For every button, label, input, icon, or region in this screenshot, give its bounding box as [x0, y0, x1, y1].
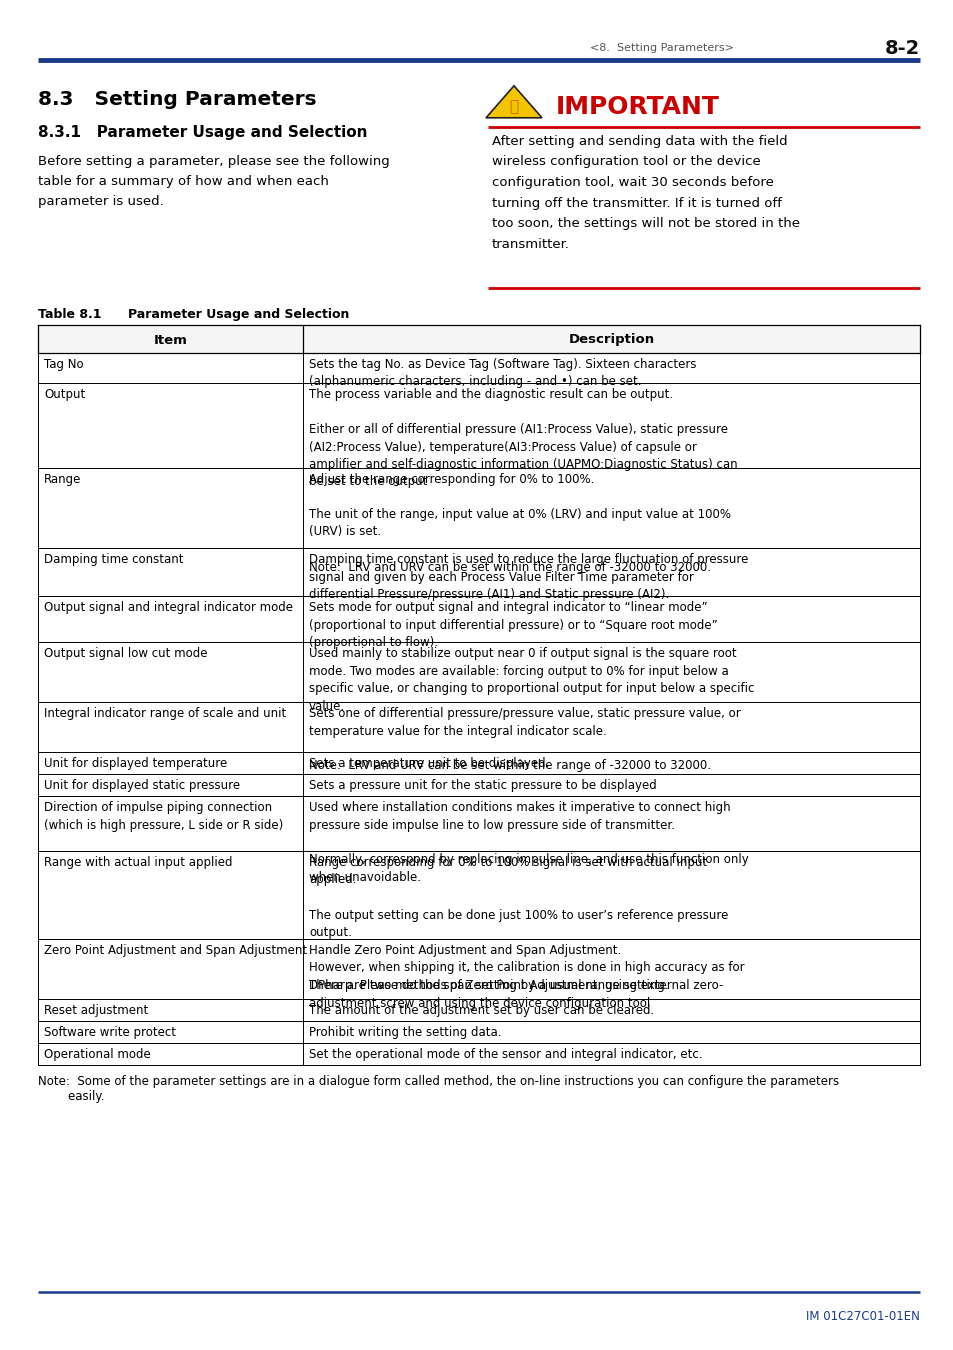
FancyBboxPatch shape	[38, 325, 919, 352]
Text: Unit for displayed temperature: Unit for displayed temperature	[44, 757, 227, 769]
Text: Sets a pressure unit for the static pressure to be displayed: Sets a pressure unit for the static pres…	[309, 779, 656, 792]
Text: 8.3.1   Parameter Usage and Selection: 8.3.1 Parameter Usage and Selection	[38, 126, 367, 140]
Text: Reset adjustment: Reset adjustment	[44, 1004, 148, 1017]
Text: <8.  Setting Parameters>: <8. Setting Parameters>	[589, 43, 733, 53]
Text: Parameter Usage and Selection: Parameter Usage and Selection	[92, 308, 349, 321]
Text: Before setting a parameter, please see the following
table for a summary of how : Before setting a parameter, please see t…	[38, 155, 390, 208]
Text: IMPORTANT: IMPORTANT	[556, 95, 720, 119]
Text: Range: Range	[44, 472, 81, 486]
Text: 8.3   Setting Parameters: 8.3 Setting Parameters	[38, 90, 316, 109]
Text: easily.: easily.	[38, 1089, 105, 1103]
Text: Sets a temperature unit to be displayed.: Sets a temperature unit to be displayed.	[309, 757, 549, 769]
Text: ✋: ✋	[509, 100, 518, 115]
Text: IM 01C27C01-01EN: IM 01C27C01-01EN	[805, 1310, 919, 1323]
Text: Direction of impulse piping connection
(which is high pressure, L side or R side: Direction of impulse piping connection (…	[44, 801, 283, 832]
Text: Output signal low cut mode: Output signal low cut mode	[44, 647, 208, 660]
Text: The process variable and the diagnostic result can be output.

Either or all of : The process variable and the diagnostic …	[309, 387, 737, 489]
Text: Software write protect: Software write protect	[44, 1026, 175, 1040]
Text: Unit for displayed static pressure: Unit for displayed static pressure	[44, 779, 240, 792]
Text: The amount of the adjustment set by user can be cleared.: The amount of the adjustment set by user…	[309, 1004, 654, 1017]
Polygon shape	[485, 86, 541, 117]
Text: Adjust the range corresponding for 0% to 100%.

The unit of the range, input val: Adjust the range corresponding for 0% to…	[309, 472, 730, 574]
Text: Sets mode for output signal and integral indicator to “linear mode”
(proportiona: Sets mode for output signal and integral…	[309, 601, 717, 649]
Text: Sets one of differential pressure/pressure value, static pressure value, or
temp: Sets one of differential pressure/pressu…	[309, 707, 740, 772]
Text: Description: Description	[568, 333, 654, 347]
Text: Output signal and integral indicator mode: Output signal and integral indicator mod…	[44, 601, 293, 614]
Text: Table 8.1: Table 8.1	[38, 308, 101, 321]
Text: Damping time constant is used to reduce the large fluctuation of pressure
signal: Damping time constant is used to reduce …	[309, 554, 747, 601]
Text: After setting and sending data with the field
wireless configuration tool or the: After setting and sending data with the …	[492, 135, 800, 251]
Text: Item: Item	[153, 333, 187, 347]
Text: Range corresponding for 0% to 100% signal is set with actual input
applied.

The: Range corresponding for 0% to 100% signa…	[309, 856, 744, 991]
Text: Set the operational mode of the sensor and integral indicator, etc.: Set the operational mode of the sensor a…	[309, 1048, 701, 1061]
Text: Tag No: Tag No	[44, 358, 84, 371]
Text: Prohibit writing the setting data.: Prohibit writing the setting data.	[309, 1026, 501, 1040]
Text: Range with actual input applied: Range with actual input applied	[44, 856, 233, 869]
Text: Zero Point Adjustment and Span Adjustment: Zero Point Adjustment and Span Adjustmen…	[44, 944, 307, 957]
Text: Damping time constant: Damping time constant	[44, 554, 183, 566]
Text: Used where installation conditions makes it imperative to connect high
pressure : Used where installation conditions makes…	[309, 801, 748, 884]
Text: Handle Zero Point Adjustment and Span Adjustment.

There are two methods of Zero: Handle Zero Point Adjustment and Span Ad…	[309, 944, 722, 1010]
Text: Output: Output	[44, 387, 85, 401]
Text: 8-2: 8-2	[883, 39, 919, 58]
Text: Note:  Some of the parameter settings are in a dialogue form called method, the : Note: Some of the parameter settings are…	[38, 1075, 839, 1088]
Text: Sets the tag No. as Device Tag (Software Tag). Sixteen characters
(alphanumeric : Sets the tag No. as Device Tag (Software…	[309, 358, 696, 389]
Text: Integral indicator range of scale and unit: Integral indicator range of scale and un…	[44, 707, 286, 720]
Text: Operational mode: Operational mode	[44, 1048, 151, 1061]
Text: Used mainly to stabilize output near 0 if output signal is the square root
mode.: Used mainly to stabilize output near 0 i…	[309, 647, 754, 713]
